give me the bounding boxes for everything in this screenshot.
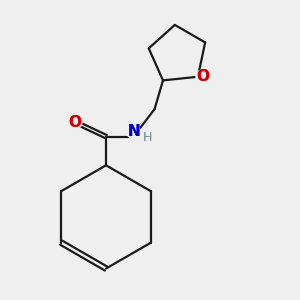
Text: N: N <box>127 124 140 139</box>
Circle shape <box>196 70 210 84</box>
Text: O: O <box>196 69 209 84</box>
Text: H: H <box>142 131 152 144</box>
Text: O: O <box>69 115 82 130</box>
Text: N: N <box>127 124 140 139</box>
Text: O: O <box>69 115 82 130</box>
Circle shape <box>127 125 140 139</box>
Text: O: O <box>196 69 209 84</box>
Text: H: H <box>142 131 152 144</box>
Circle shape <box>68 115 82 129</box>
